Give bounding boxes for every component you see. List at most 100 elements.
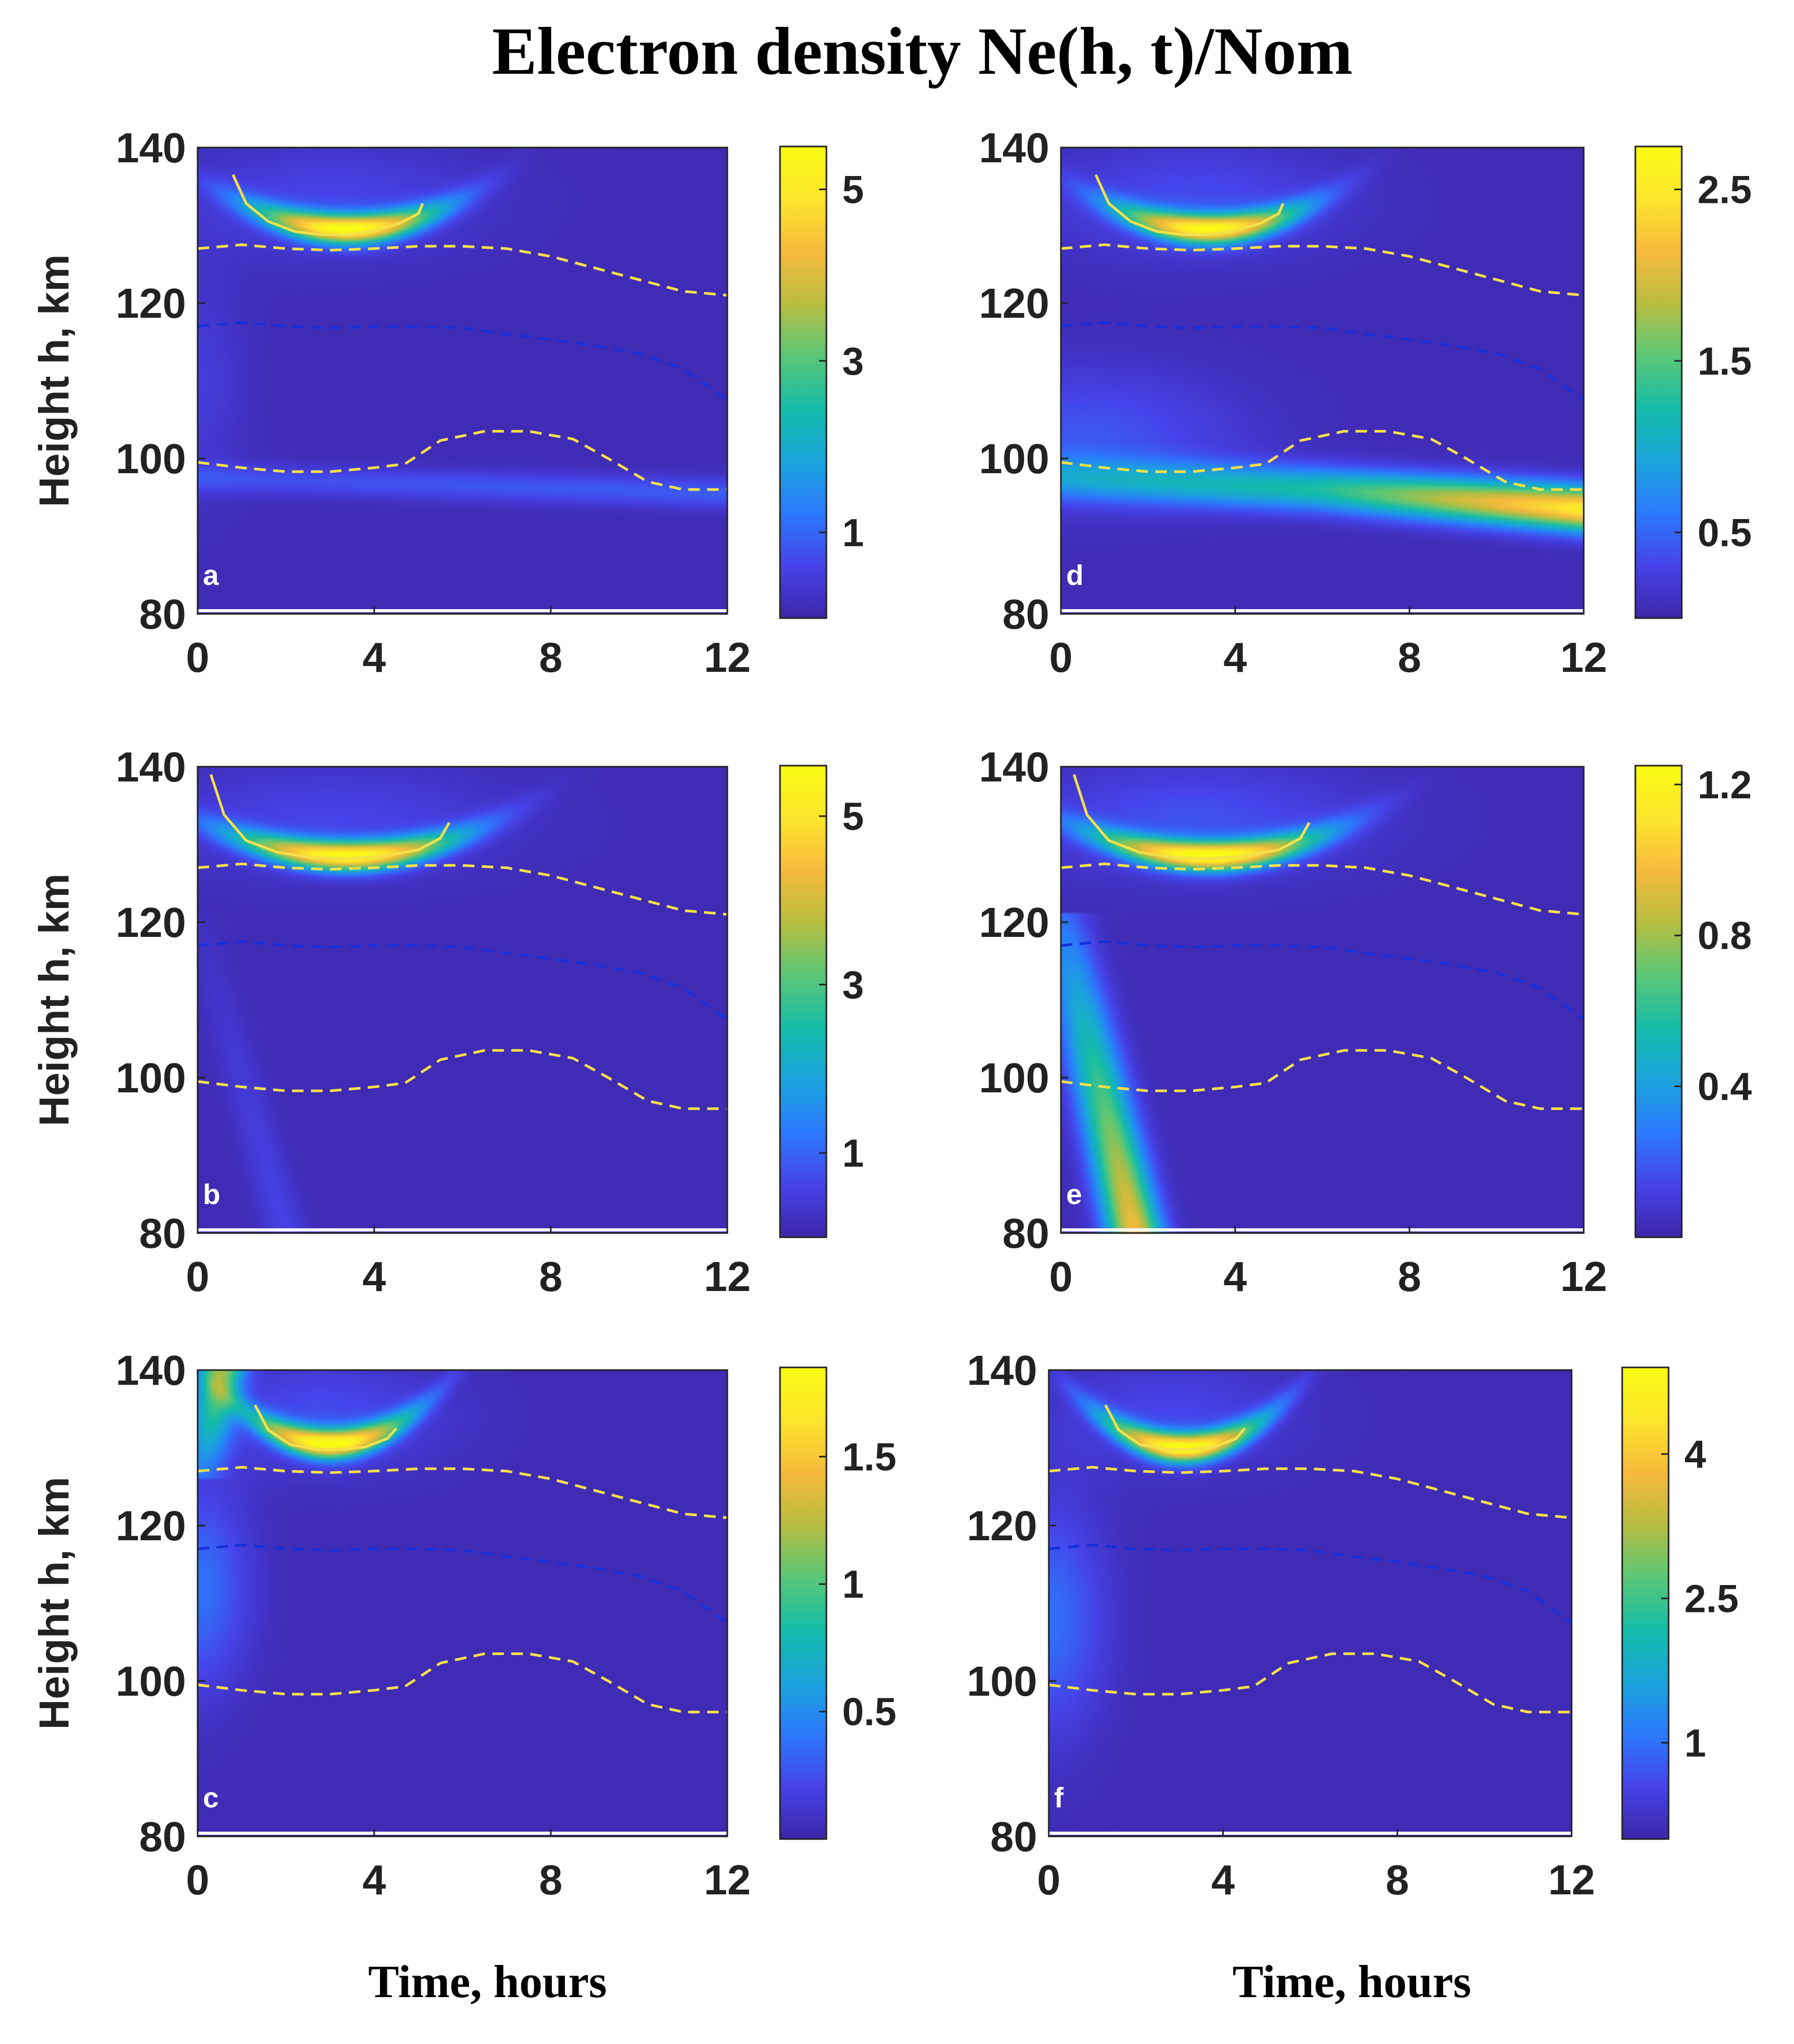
contour-middle-blue [1060,321,1585,402]
contour-arc-line [1094,174,1284,236]
y-tick-label: 100 [116,1054,186,1101]
heatmap-b [198,767,727,1233]
axes-frame [1060,146,1585,615]
y-tick-label: 100 [116,435,186,482]
axes-frame [1060,766,1585,1234]
x-tick-label: 4 [1223,634,1247,681]
y-tick-label: 100 [979,1054,1049,1101]
colorbar-tick-label: 4 [1684,1432,1706,1476]
contour-middle-blue [197,940,728,1021]
colorbar-tick-label: 1.5 [842,1435,896,1479]
y-axis-label: Height h, km [31,254,77,507]
colorbar-tick-label: 0.5 [842,1690,896,1734]
contour-arc-line [1072,774,1311,860]
figure-title: Electron density Ne(h, t)/Nom [492,14,1353,89]
contour-arc-line [253,1404,397,1451]
colorbar [779,1366,827,1840]
y-tick-label: 140 [967,1347,1037,1394]
x-tick-label: 0 [1049,634,1073,681]
contour-middle-blue [197,1543,728,1624]
colorbar-tick-label: 1.2 [1698,763,1752,807]
colorbar [779,145,827,619]
x-axis-label-right: Time, hours [1232,1957,1471,2008]
panel-b: b 0 4 8 12 80 100 120 140 Height h, km 1 3 5 [31,744,864,1300]
y-axis-label: Height h, km [31,873,77,1126]
colorbar-tick-label: 1 [842,1562,864,1606]
axes-frame [197,146,728,615]
y-tick-label: 120 [967,1502,1037,1549]
colorbar [1634,765,1683,1238]
heatmap-f [1049,1370,1572,1836]
x-axis-label-left: Time, hours [368,1957,607,2008]
x-tick-label: 8 [1398,634,1421,681]
contour-lower-yellow [1060,429,1584,491]
x-tick-label: 8 [539,1253,563,1300]
y-tick-label: 120 [116,899,186,946]
contour-lower-yellow [197,429,727,491]
x-tick-label: 4 [363,1856,386,1903]
y-tick-label: 80 [139,591,186,638]
x-tick-label: 12 [704,634,751,681]
colorbar-tick-label: 3 [842,339,864,383]
x-tick-label: 8 [539,1856,563,1903]
panel-label: b [203,1179,220,1210]
contour-lower-yellow [1060,1049,1584,1110]
panel-label: f [1054,1782,1064,1814]
panel-label: c [203,1782,219,1814]
colorbar [779,765,827,1238]
heatmap-c [198,1370,727,1836]
y-tick-label: 80 [990,1813,1037,1860]
contour-upper-yellow [197,1465,728,1519]
contour-lower-yellow [1048,1652,1572,1714]
x-tick-label: 0 [186,634,210,681]
y-tick-label: 100 [116,1658,186,1705]
contour-middle-blue [197,321,728,402]
y-tick-label: 120 [116,280,186,327]
panel-d: d 0 4 8 12 80 100 120 140 0.5 1.5 2.5 [979,124,1752,681]
y-tick-label: 140 [979,124,1049,171]
y-tick-label: 80 [1002,591,1049,638]
y-tick-label: 120 [979,280,1049,327]
contour-arc-line [231,174,424,236]
colorbar-tick-label: 1.5 [1698,339,1752,383]
x-tick-label: 8 [1386,1856,1409,1903]
y-tick-label: 140 [116,744,186,790]
y-tick-label: 100 [967,1658,1037,1705]
colorbar-tick-label: 1 [842,511,864,554]
y-tick-label: 80 [139,1210,186,1257]
x-tick-label: 12 [704,1856,751,1903]
contour-upper-yellow [197,243,728,297]
x-tick-label: 0 [1049,1253,1073,1300]
y-axis-label: Height h, km [31,1476,77,1729]
heatmap-e [1061,767,1584,1233]
x-tick-label: 4 [1211,1856,1235,1903]
contour-upper-yellow [1060,243,1584,297]
panel-label: d [1066,560,1084,591]
y-tick-label: 80 [1002,1210,1049,1257]
y-tick-label: 100 [979,435,1049,482]
contour-lower-yellow [197,1652,727,1714]
contour-lower-yellow [197,1049,727,1110]
contour-middle-blue [1048,1543,1573,1624]
colorbar-tick-label: 1 [842,1131,864,1175]
panel-label: e [1066,1179,1082,1210]
panel-a: a 0 4 8 12 80 100 120 140 Height h, km 1 3 5 [31,124,864,681]
y-tick-label: 140 [116,1347,186,1394]
contour-upper-yellow [1060,862,1584,916]
y-tick-label: 80 [139,1813,186,1860]
axes-frame [1048,1369,1573,1837]
x-tick-label: 4 [1223,1253,1247,1300]
panel-f: f 0 4 8 12 80 100 120 140 1 2.5 4 [967,1347,1739,1903]
heatmap-a [198,148,727,614]
contour-upper-yellow [197,862,728,916]
contour-arc-line [1104,1404,1246,1451]
x-tick-label: 0 [1037,1856,1061,1903]
contour-arc-line [209,774,451,860]
x-tick-label: 12 [1561,634,1607,681]
x-tick-label: 12 [704,1253,751,1300]
colorbar [1634,145,1683,619]
colorbar-tick-label: 0.5 [1698,511,1752,554]
panel-e: e 0 4 8 12 80 100 120 140 0.4 0.8 1.2 [979,744,1752,1300]
y-tick-label: 140 [979,744,1049,790]
